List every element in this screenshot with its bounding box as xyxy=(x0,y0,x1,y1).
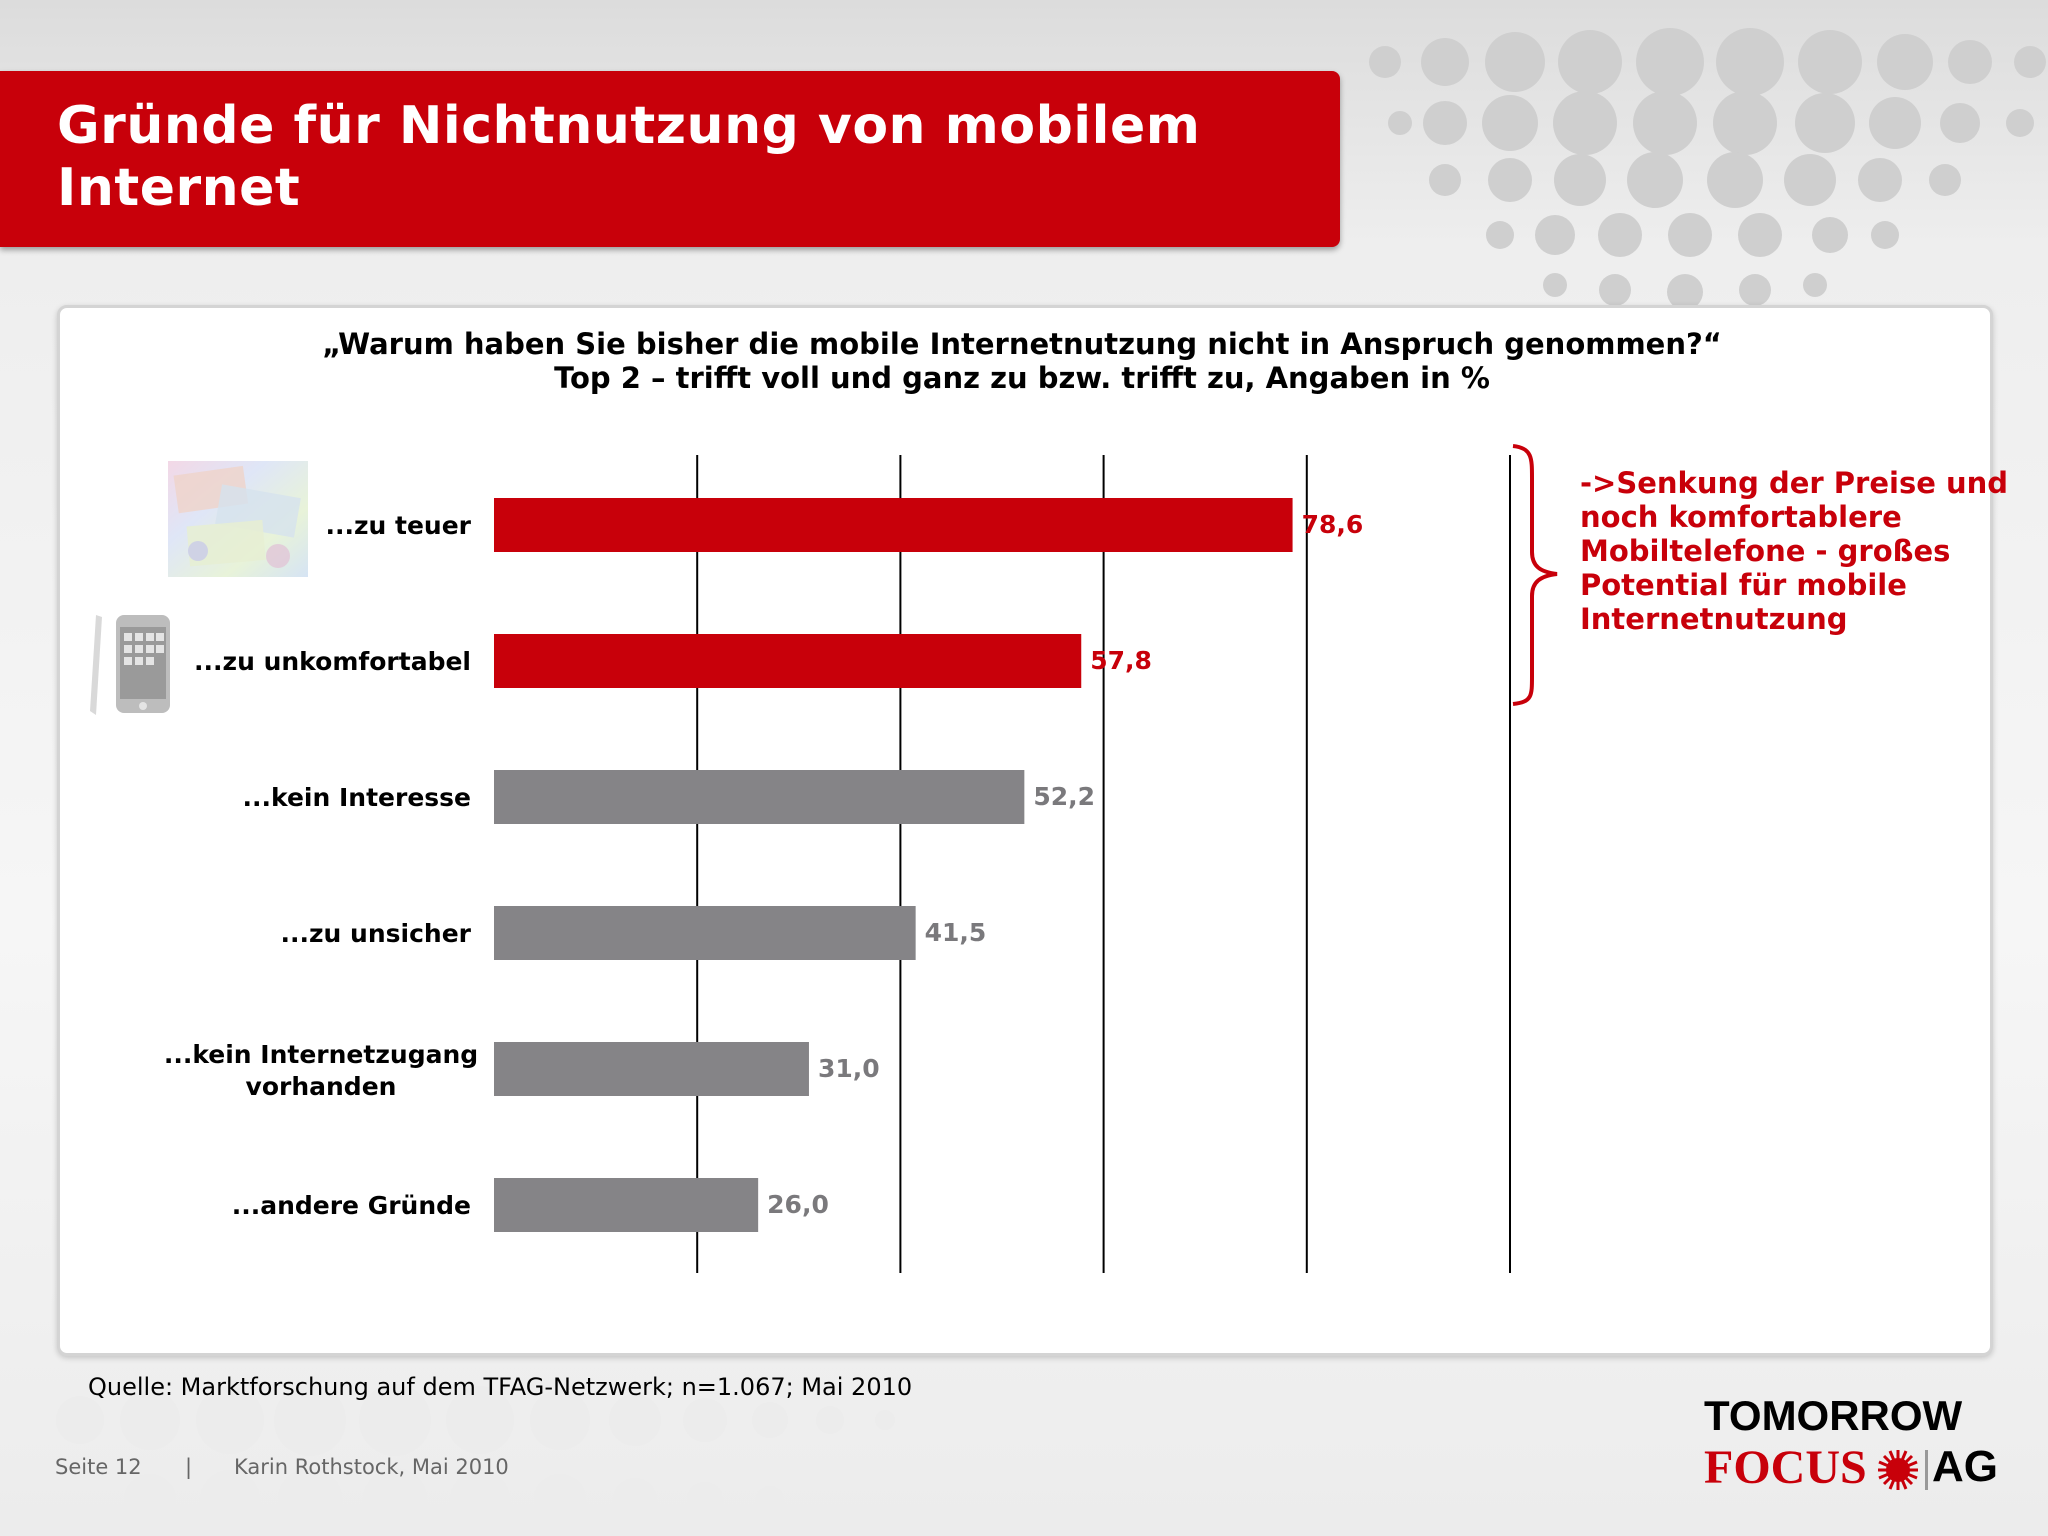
author-date: Karin Rothstock, Mai 2010 xyxy=(234,1455,509,1479)
category-label-5: ...andere Gründe xyxy=(232,1191,471,1220)
logo-ag: AG xyxy=(1932,1442,1998,1491)
value-label-0: 78,6 xyxy=(1302,510,1364,539)
survey-question: „Warum haben Sie bisher die mobile Inter… xyxy=(322,327,1722,361)
source-text: Quelle: Marktforschung auf dem TFAG-Netz… xyxy=(88,1373,913,1401)
money-image xyxy=(168,461,308,577)
logo-tomorrow: TOMORROW xyxy=(1704,1392,1963,1439)
chart-subtitle: Top 2 – trifft voll und ganz zu bzw. tri… xyxy=(554,361,1490,395)
value-label-5: 26,0 xyxy=(767,1190,829,1219)
category-label-0: ...zu teuer xyxy=(325,511,471,540)
bar-1 xyxy=(494,634,1082,688)
category-label-1: ...zu unkomfortabel xyxy=(194,647,471,676)
bar-5 xyxy=(494,1178,759,1232)
page-number: Seite 12 xyxy=(55,1455,142,1479)
note-bracket xyxy=(1512,444,1558,706)
bar-0 xyxy=(494,498,1293,552)
decorative-dots-bottom xyxy=(56,1384,895,1532)
bar-3 xyxy=(494,906,916,960)
slide-title: Gründe für Nichtnutzung von mobilem Inte… xyxy=(57,96,1201,218)
value-label-3: 41,5 xyxy=(925,918,987,947)
conclusion-note: ->Senkung der Preise und noch komfortabl… xyxy=(1580,466,2009,636)
category-label-4: ...kein Internetzugang vorhanden xyxy=(164,1040,478,1101)
value-label-4: 31,0 xyxy=(818,1054,880,1083)
value-label-1: 57,8 xyxy=(1090,646,1152,675)
title-band: Gründe für Nichtnutzung von mobilem Inte… xyxy=(0,71,1340,247)
logo-separator xyxy=(1925,1450,1928,1490)
chart-panel xyxy=(57,305,1993,1356)
value-label-2: 52,2 xyxy=(1033,782,1095,811)
phone-image xyxy=(90,615,170,715)
logo-focus: FOCUS xyxy=(1704,1441,1867,1494)
logo-burst-icon xyxy=(1878,1450,1918,1490)
bar-2 xyxy=(494,770,1025,824)
category-label-2: ...kein Interesse xyxy=(243,783,471,812)
category-label-3: ...zu unsicher xyxy=(281,919,472,948)
decorative-dots xyxy=(1369,28,2046,310)
company-logo: TOMORROW FOCUS AG xyxy=(1700,1392,2000,1494)
footer-separator: | xyxy=(185,1455,193,1479)
bar-4 xyxy=(494,1042,809,1096)
